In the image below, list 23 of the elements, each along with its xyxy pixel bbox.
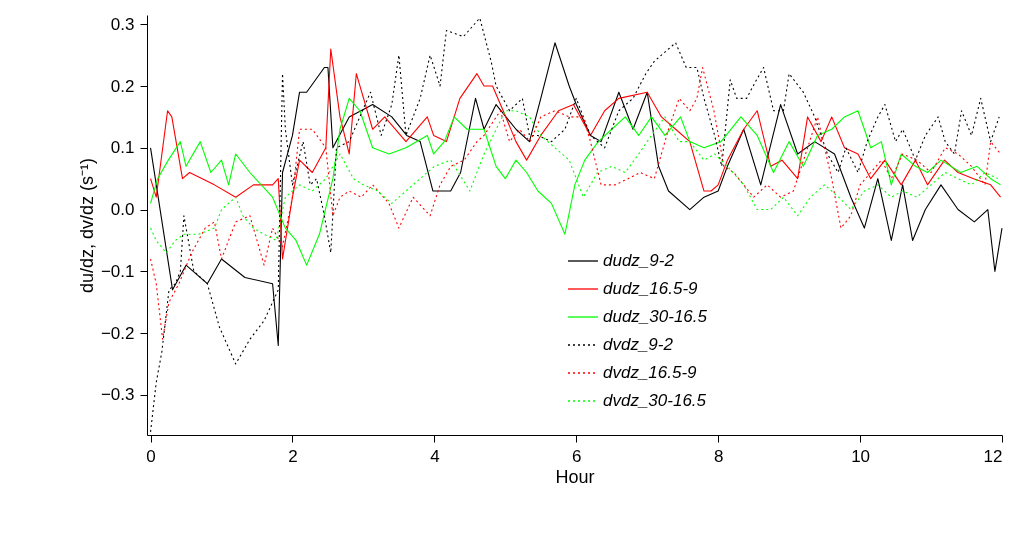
x-tick-label: 10 <box>851 446 871 466</box>
line-series <box>150 97 1002 266</box>
x-tick-label: 0 <box>146 446 156 466</box>
x-tick-label: 12 <box>983 446 1003 466</box>
y-tick-label: 0.3 <box>110 14 135 34</box>
legend-label: dvdz_16.5-9 <box>603 363 698 382</box>
x-tick-label: 2 <box>288 446 298 466</box>
y-tick-label: 0.1 <box>110 138 135 158</box>
legend-label: dvdz_30-16.5 <box>603 391 707 410</box>
y-tick-label: −0.3 <box>100 385 135 405</box>
x-axis-title: Hour <box>555 466 595 487</box>
x-tick-label: 4 <box>430 446 440 466</box>
legend-label: dudz_30-16.5 <box>603 307 708 326</box>
y-tick-label: −0.1 <box>100 261 135 281</box>
legend-label: dudz_9-2 <box>603 251 675 270</box>
y-tick-label: −0.2 <box>100 323 135 343</box>
y-axis-title: du/dz, dv/dz (s⁻¹) <box>76 157 97 294</box>
y-tick-label: 0.0 <box>110 200 135 220</box>
legend-label: dudz_16.5-9 <box>603 279 699 298</box>
y-tick-label: 0.2 <box>110 76 135 96</box>
legend-label: dvdz_9-2 <box>603 335 674 354</box>
x-tick-label: 8 <box>713 446 724 466</box>
x-tick-label: 6 <box>572 446 582 466</box>
